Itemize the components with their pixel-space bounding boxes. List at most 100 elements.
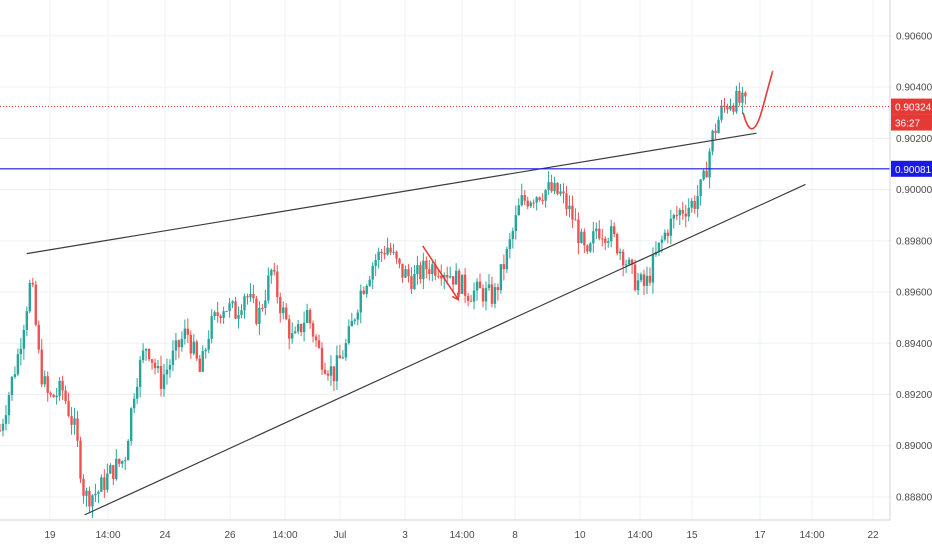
candle-body [270,270,273,276]
y-tick-label: 0.88800 [896,492,932,503]
candle-body [428,269,431,275]
candle-body [359,290,362,313]
x-tick-label: Jul [334,530,347,541]
candle-body [183,328,187,339]
candle-body [601,238,604,240]
candle-body [273,270,276,272]
candle-body [559,191,562,194]
candle-body [22,329,26,349]
candle-body [523,195,526,201]
candle-body [627,259,631,265]
candle-body [404,269,407,278]
candle-body [431,264,434,275]
current-price-tag-bg [891,98,932,115]
candle-body [380,251,383,254]
candle-body [451,276,455,285]
candle-body [469,300,473,302]
candle-body [159,366,163,389]
candle-body [323,369,327,374]
candle-body [243,296,246,311]
candle-body [511,231,515,240]
candle-body [657,242,661,253]
candle-body [16,354,20,375]
candle-body [410,276,413,289]
x-tick-label: 26 [224,530,236,541]
candle-body [416,265,419,275]
candle-body [246,296,249,298]
candle-body [595,228,598,232]
candle-body [46,376,49,393]
candle-body [135,386,139,399]
candle-body [129,408,133,441]
candle-body [735,90,738,112]
candle-body [604,238,607,243]
candle-body [19,348,23,355]
candle-body [368,279,371,286]
candle-body [234,301,237,319]
x-tick-label: 19 [44,530,56,541]
price-axis [890,0,932,550]
candle-body [210,316,213,339]
candles [0,82,747,518]
candle-body [147,349,151,360]
candle-body [356,312,359,320]
candle-body [541,199,544,201]
candle-body [1,423,5,431]
candle-body [651,254,655,283]
candle-body [708,151,711,178]
candle-body [43,376,46,385]
candle-body [556,182,559,194]
candle-body [132,398,136,409]
candle-body [186,328,190,335]
candle-body [398,258,401,264]
candle-body [544,189,547,201]
candle-body [198,358,201,372]
candle-body [192,341,195,354]
candle-body [681,209,684,214]
candle-body [645,275,649,286]
candle-body [618,251,622,254]
candle-body [58,380,61,396]
x-tick-label: 14:00 [449,530,474,541]
candle-body [201,351,204,372]
candle-body [553,182,556,192]
candle-body [529,202,532,207]
candle-body [94,493,97,496]
candle-body [237,314,240,319]
candle-body [678,209,681,216]
x-tick-label: 10 [574,530,586,541]
level-price-tag: 0.90081 [895,165,932,176]
x-tick-label: 14:00 [272,530,297,541]
candle-body [264,300,267,309]
y-tick-label: 0.89600 [896,288,932,299]
candle-body [350,320,354,327]
candle-body [660,239,664,243]
y-tick-label: 0.89000 [896,441,932,452]
candle-body [666,232,670,236]
candle-body [440,275,443,279]
candle-body [156,366,160,369]
candle-body [550,182,553,192]
candle-body [460,274,464,294]
candle-body [165,369,169,375]
current-price-tag: 0.90324 [895,103,932,114]
candle-body [109,465,112,474]
candle-body [508,239,512,250]
y-tick-label: 0.90000 [896,185,932,196]
candle-body [317,340,321,348]
candle-body [207,338,210,350]
candle-body [311,323,315,337]
candle-body [493,287,497,304]
candle-body [115,458,118,480]
candle-body [610,226,613,242]
candle-body [332,366,336,382]
candle-body [100,477,103,492]
candle-body [28,282,32,312]
candle-body [162,374,166,389]
candle-body [392,251,395,253]
candle-body [64,390,67,402]
candle-body [621,251,625,266]
candle-body [121,461,124,464]
candle-body [487,284,491,289]
